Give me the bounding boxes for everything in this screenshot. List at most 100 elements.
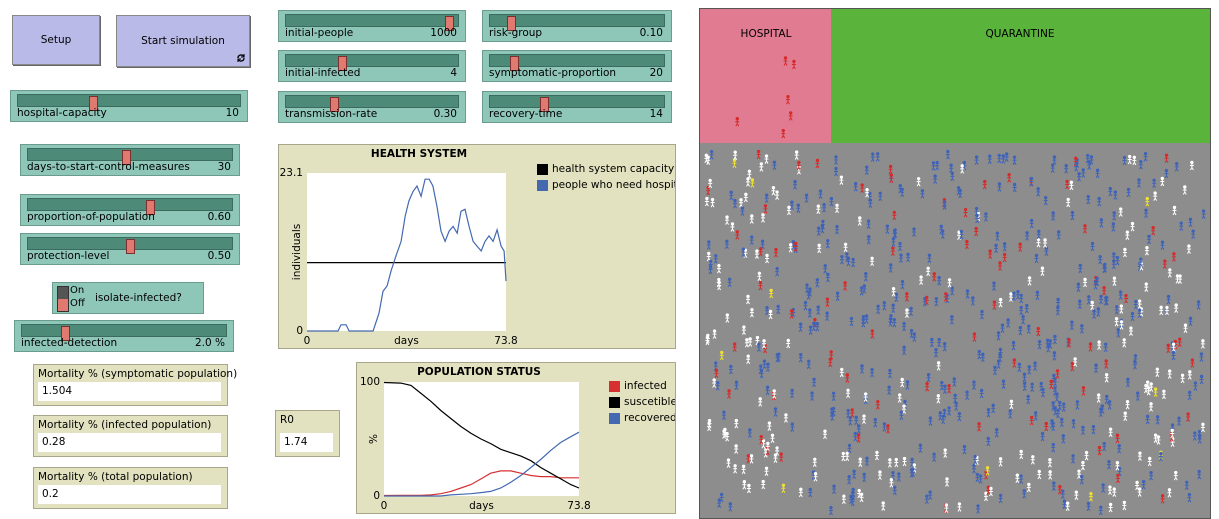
agent [858,457,863,467]
slider[interactable]: proportion-of-population 0.60 [20,194,240,226]
agent [958,188,963,199]
slider[interactable]: initial-people 1000 [278,10,466,42]
agent [1145,414,1150,425]
agent [758,280,763,291]
slider[interactable]: transmission-rate 0.30 [278,91,466,123]
slider[interactable]: initial-infected 4 [278,50,466,82]
agent [1069,320,1074,330]
legend-swatch [537,164,548,175]
start-button[interactable]: Start simulation [116,15,250,67]
slider[interactable]: hospital-capacity 10 [10,90,248,122]
agent [849,316,854,327]
agent [994,243,999,254]
slider[interactable]: protection-level 0.50 [20,233,240,265]
agent [1066,197,1071,208]
agent [909,468,914,478]
agent [789,200,794,210]
setup-button[interactable]: Setup [12,15,100,65]
slider-handle [506,16,516,31]
agent [727,277,732,288]
agent [744,338,749,348]
agent [1187,390,1192,401]
agent [991,281,996,291]
agent [902,456,907,467]
agent [860,183,865,193]
agent [1112,487,1117,497]
agent [867,191,872,202]
agent [825,311,830,322]
agent [1153,191,1158,201]
agent [783,413,788,423]
agent [1184,480,1189,491]
slider[interactable]: symptomatic-proportion 20 [482,50,672,82]
agent [1073,156,1078,167]
slider-label: recovery-time [489,108,563,120]
agent [1197,469,1202,480]
agent [1098,255,1103,265]
agent [746,354,751,364]
agent [735,230,740,240]
agent [1141,480,1146,490]
agent [741,464,746,475]
slider[interactable]: infected-detection 2.0 % [14,320,234,352]
agent [854,415,859,426]
plot-area [307,173,506,331]
agent [889,173,894,183]
legend-label: infected [624,380,667,392]
agent [1037,469,1042,480]
agent [850,408,855,418]
agent [1049,379,1054,390]
agent [1160,176,1165,187]
agent [1117,466,1122,477]
agent [1175,274,1180,284]
agent [785,95,790,105]
agent [1144,246,1149,256]
agent [965,289,970,299]
agent [940,229,945,239]
agent [1064,164,1069,174]
agent [716,263,721,274]
agent [713,254,718,264]
slider[interactable]: recovery-time 14 [482,91,672,123]
agent [772,389,777,399]
agent [1029,176,1034,187]
agent [1086,295,1091,305]
slider[interactable]: risk-group 0.10 [482,10,672,42]
slider-label: transmission-rate [285,108,378,120]
agent [1062,499,1067,510]
agent [993,365,998,376]
agent [996,331,1001,341]
agent [1145,380,1150,390]
slider[interactable]: days-to-start-control-measures 30 [20,144,240,176]
agent [705,333,710,344]
agent [725,313,730,323]
forever-icon [237,54,245,62]
agent [900,279,905,290]
monitor-value: 1.74 [280,433,333,452]
agent [1035,290,1040,301]
isolate-switch[interactable]: On Off isolate-infected? [52,282,204,314]
agent [866,235,871,245]
agent [947,384,952,394]
agent [822,429,827,440]
agent [1118,290,1123,300]
agent [1027,365,1032,375]
agent [932,272,937,282]
agent [759,162,764,172]
agent [1083,277,1088,288]
world-svg: HOSPITAL QUARANTINE [700,9,1210,516]
agent [1079,324,1084,334]
slider-label: hospital-capacity [17,107,107,119]
agent [1061,402,1066,412]
agent [1119,304,1124,314]
agent [750,178,755,188]
agent [1061,434,1066,444]
agent [1177,337,1182,347]
slider-handle [122,150,132,165]
agent [934,348,939,358]
agent [746,294,751,305]
agent [755,335,760,346]
agent [803,300,808,311]
agent [828,357,833,368]
